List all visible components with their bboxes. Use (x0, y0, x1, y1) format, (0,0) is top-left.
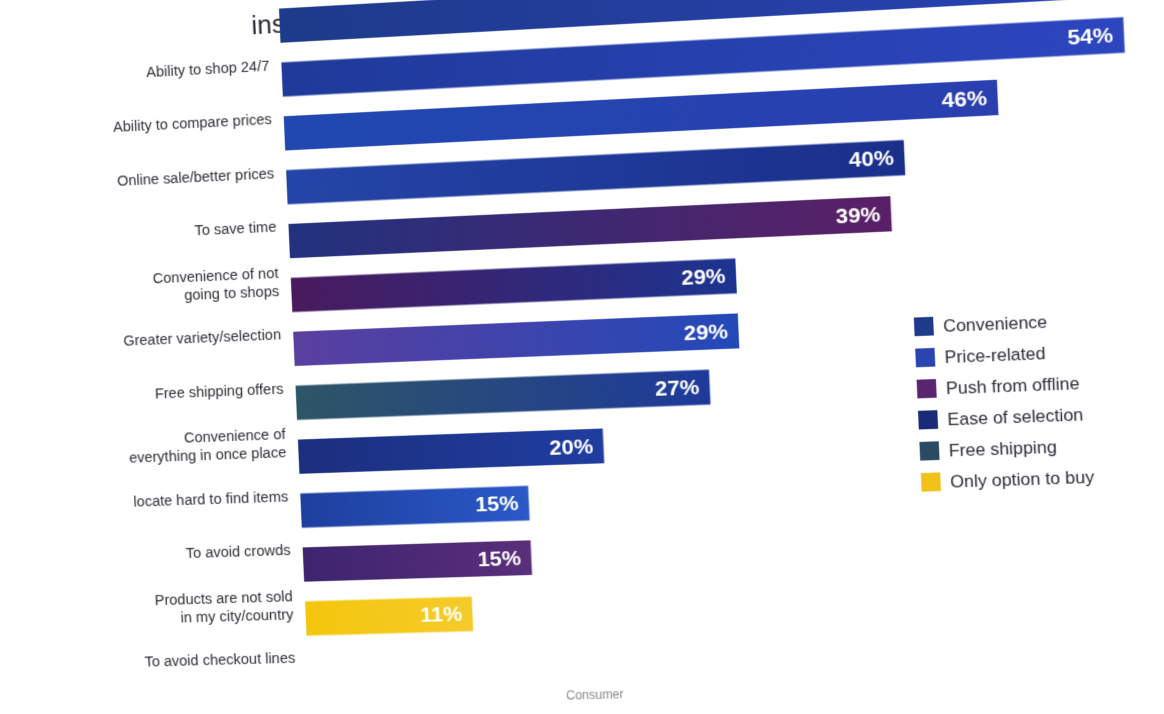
category-labels-layer: Ability to shop 24/7 Ability to compare p… (111, 58, 297, 671)
value-label-3: 46% (941, 86, 988, 112)
value-label-9: 20% (549, 435, 594, 460)
value-label-8: 27% (655, 376, 701, 401)
category-label-11: Products are not soldin my city/country (154, 589, 294, 627)
category-label-6: Greater variety/selection (123, 328, 282, 351)
legend-label-6: Only option to buy (950, 468, 1096, 492)
value-label-2: 54% (1067, 24, 1114, 51)
legend-swatch-5 (919, 441, 939, 460)
category-label-8: Convenience ofeverything in once place (128, 427, 288, 467)
bar-6 (291, 258, 737, 312)
category-label-7: Free shipping offers (155, 382, 284, 403)
footer-text: Consumer (566, 687, 624, 703)
legend-swatch-1 (914, 317, 934, 336)
category-label-5: Convenience of notgoing to shops (152, 266, 279, 306)
legend-label-4: Ease of selection (947, 406, 1084, 430)
category-label-1: Ability to shop 24/7 (146, 59, 270, 82)
bar-5 (288, 196, 891, 258)
value-label-5: 39% (835, 203, 881, 229)
value-label-12: 11% (420, 603, 463, 628)
legend-swatch-6 (921, 472, 941, 491)
legend: Convenience Price-related Push from offlin… (914, 310, 1096, 492)
category-label-9: locate hard to find items (133, 489, 288, 510)
legend-swatch-4 (918, 410, 938, 429)
category-label-2: Ability to compare prices (113, 112, 272, 136)
category-label-3: Online sale/better prices (117, 166, 275, 190)
category-label-4: To save time (194, 220, 277, 240)
category-label-10: To avoid crowds (186, 543, 291, 562)
legend-swatch-2 (915, 348, 935, 367)
legend-label-5: Free shipping (948, 438, 1057, 461)
value-label-11: 15% (477, 547, 522, 572)
value-label-7: 29% (683, 320, 729, 346)
legend-label-1: Convenience (943, 313, 1048, 336)
bar-7 (293, 313, 739, 366)
legend-label-2: Price-related (944, 345, 1046, 368)
bar-8 (296, 370, 711, 420)
value-label-4: 40% (848, 147, 894, 173)
category-label-12: To avoid checkout lines (144, 651, 296, 671)
value-label-6: 29% (681, 265, 727, 291)
bar-4 (286, 140, 905, 204)
value-label-10: 15% (475, 492, 520, 517)
legend-label-3: Push from offline (946, 375, 1080, 399)
legend-swatch-3 (917, 379, 937, 398)
